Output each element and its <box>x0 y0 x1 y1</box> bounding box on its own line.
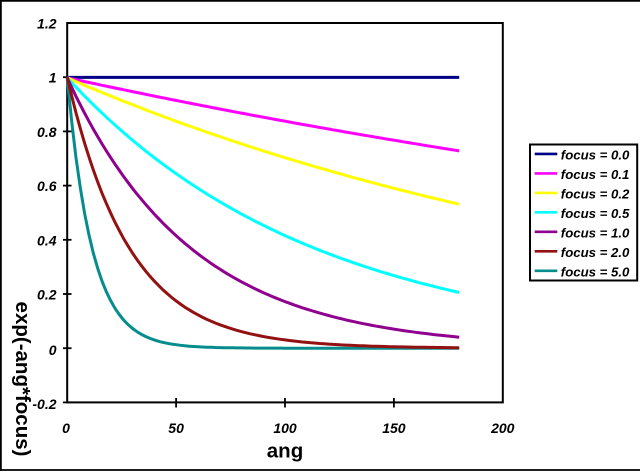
svg-text:50: 50 <box>168 420 184 436</box>
svg-text:0.8: 0.8 <box>37 124 57 140</box>
svg-text:0.4: 0.4 <box>37 232 57 248</box>
svg-text:focus = 0.5: focus = 0.5 <box>561 206 630 221</box>
svg-text:0.2: 0.2 <box>37 287 57 303</box>
svg-text:focus = 1.0: focus = 1.0 <box>561 225 630 240</box>
svg-text:focus = 0.1: focus = 0.1 <box>561 167 630 182</box>
svg-text:200: 200 <box>490 420 515 436</box>
svg-text:0: 0 <box>62 420 70 436</box>
svg-text:focus = 5.0: focus = 5.0 <box>561 264 630 279</box>
svg-text:0: 0 <box>49 342 57 358</box>
svg-text:-0.2: -0.2 <box>32 396 56 412</box>
svg-text:focus = 0.2: focus = 0.2 <box>561 186 630 201</box>
svg-text:150: 150 <box>382 420 406 436</box>
svg-text:focus = 0.0: focus = 0.0 <box>561 147 630 162</box>
svg-text:ang: ang <box>267 440 303 463</box>
svg-text:focus = 2.0: focus = 2.0 <box>561 245 630 260</box>
svg-text:exp(-ang*focus): exp(-ang*focus) <box>11 302 34 457</box>
svg-text:1: 1 <box>49 70 57 86</box>
svg-text:1.2: 1.2 <box>37 16 57 32</box>
svg-text:0.6: 0.6 <box>37 178 57 194</box>
svg-text:100: 100 <box>273 420 297 436</box>
